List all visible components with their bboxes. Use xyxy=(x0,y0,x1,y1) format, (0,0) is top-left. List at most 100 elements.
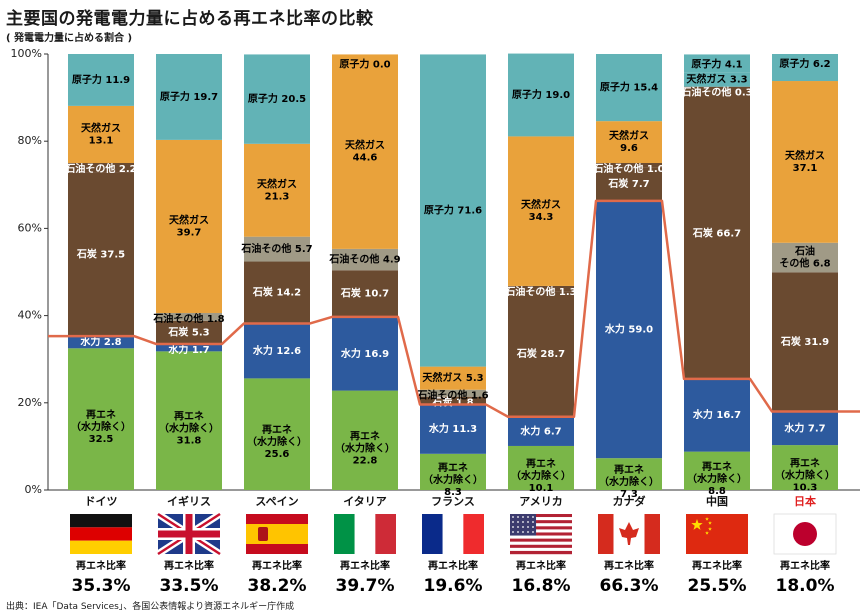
bar-segment-gas xyxy=(596,121,662,163)
bar-segment-nuclear xyxy=(68,54,134,106)
segment-label-hydro: 水力 12.6 xyxy=(252,344,301,357)
bar-segment-oil xyxy=(156,312,222,321)
y-tick-label: 100% xyxy=(11,47,42,60)
segment-label-renewable: 再エネ xyxy=(790,458,820,470)
segment-label-oil: 石油その他 5.7 xyxy=(240,242,312,255)
segment-label-renewable: 10.3 xyxy=(793,483,818,494)
segment-label-nuclear: 原子力 0.0 xyxy=(339,57,390,70)
y-tick-label: 40% xyxy=(18,309,42,322)
bar-segment-gas xyxy=(68,105,134,163)
bar-segment-coal xyxy=(244,261,310,324)
segment-label-renewable: （水力除く） xyxy=(775,469,835,482)
segment-label-hydro: 水力 7.7 xyxy=(783,421,825,434)
bar-group-1 xyxy=(156,54,222,490)
flag-france-icon xyxy=(422,514,484,554)
segment-label-hydro: 水力 2.8 xyxy=(79,335,121,348)
segment-label-coal: 石炭 10.7 xyxy=(340,287,389,300)
bar-segment-oil xyxy=(684,86,750,89)
segment-label-hydro: 水力 59.0 xyxy=(604,323,653,336)
bar-segment-gas xyxy=(772,81,838,243)
country-label: イタリア xyxy=(343,495,387,508)
bar-segment-renewable xyxy=(68,348,134,490)
flag-canada-icon xyxy=(598,514,660,554)
renewable-rate-value: 19.6% xyxy=(424,576,483,596)
bar-segment-coal xyxy=(596,167,662,201)
bar-segment-oil xyxy=(244,236,310,262)
segment-label-renewable: 8.3 xyxy=(444,487,462,498)
bar-group-8 xyxy=(772,54,838,490)
segment-label-hydro: 水力 11.3 xyxy=(428,422,477,435)
renewable-rate-value: 18.0% xyxy=(776,576,835,596)
segment-label-gas: 天然ガス xyxy=(345,139,385,152)
bar-segment-nuclear xyxy=(420,54,486,367)
bar-segment-coal xyxy=(508,291,574,417)
segment-label-renewable: （水力除く） xyxy=(159,422,219,435)
segment-label-renewable: （水力除く） xyxy=(511,469,571,482)
country-label: 中国 xyxy=(706,494,728,508)
renewable-rate-label: 再エネ比率 xyxy=(780,559,830,572)
segment-label-nuclear: 原子力 15.4 xyxy=(600,81,658,94)
segment-label-renewable: 10.1 xyxy=(529,483,554,494)
country-label: スペイン xyxy=(255,495,298,508)
segment-label-renewable: （水力除く） xyxy=(687,472,747,485)
segment-label-renewable: （水力除く） xyxy=(423,473,483,486)
segment-label-oil: 石油その他 4.9 xyxy=(328,253,400,266)
segment-label-coal: 石炭 37.5 xyxy=(76,247,125,260)
renewable-rate-value: 66.3% xyxy=(600,576,659,596)
segment-label-nuclear: 原子力 4.1 xyxy=(691,57,742,70)
y-tick-label: 60% xyxy=(18,221,42,234)
segment-label-oil: 石油その他 1.3 xyxy=(504,285,576,298)
bar-segment-gas xyxy=(420,366,486,390)
segment-label-coal: 石炭 14.2 xyxy=(252,285,301,298)
flag-usa-icon xyxy=(510,514,572,555)
bar-segment-coal xyxy=(68,172,134,337)
segment-label-oil: 石油その他 1.8 xyxy=(152,312,224,325)
bar-segment-nuclear xyxy=(508,53,574,137)
renewable-rate-label: 再エネ比率 xyxy=(252,559,302,572)
country-label: ドイツ xyxy=(85,495,118,508)
bar-segment-gas xyxy=(684,72,750,87)
bar-group-5 xyxy=(508,53,574,490)
bar-segment-renewable xyxy=(508,445,574,490)
country-label: アメリカ xyxy=(519,495,562,508)
segment-label-oil: 石油その他 0.3 xyxy=(680,86,752,99)
flag-china-icon xyxy=(686,514,748,554)
bar-segment-oil xyxy=(332,248,398,271)
renewable-rate-value: 38.2% xyxy=(248,576,307,596)
segment-label-oil: 石油その他 2.2 xyxy=(64,162,136,175)
segment-label-nuclear: 原子力 19.0 xyxy=(512,88,570,101)
segment-label-oil: 石油 xyxy=(794,245,815,258)
bar-group-7 xyxy=(684,54,750,490)
renewable-rate-value: 16.8% xyxy=(512,576,571,596)
segment-label-gas: 34.3 xyxy=(529,212,554,223)
segment-label-renewable: 再エネ xyxy=(702,461,732,473)
segment-label-gas: 39.7 xyxy=(177,227,202,238)
renewable-rate-value: 25.5% xyxy=(688,576,747,596)
segment-label-oil: その他 6.8 xyxy=(779,257,830,270)
y-tick-label: 80% xyxy=(18,134,42,147)
segment-label-hydro: 水力 16.9 xyxy=(340,347,389,360)
segment-label-gas: 天然ガス xyxy=(785,149,825,162)
bar-segment-hydro xyxy=(332,316,398,391)
bar-segment-renewable xyxy=(244,378,310,490)
bar-segment-renewable xyxy=(772,445,838,490)
country-label: カナダ xyxy=(613,494,646,508)
segment-label-gas: 天然ガス xyxy=(169,213,209,226)
segment-label-renewable: （水力除く） xyxy=(247,435,307,448)
bar-segment-hydro xyxy=(684,378,750,452)
segment-label-renewable: 31.8 xyxy=(177,436,202,447)
bar-segment-oil xyxy=(772,242,838,273)
bar-segment-renewable xyxy=(596,458,662,490)
bar-segment-gas xyxy=(508,136,574,286)
renewable-rate-label: 再エネ比率 xyxy=(516,559,566,572)
segment-label-renewable: （水力除く） xyxy=(599,475,659,488)
country-label: 日本 xyxy=(794,494,816,508)
bar-segment-renewable xyxy=(420,453,486,490)
segment-label-gas: 9.6 xyxy=(620,143,638,154)
chart-subtitle: ( 発電電力量に占める割合 ) xyxy=(6,33,133,44)
bar-segment-gas xyxy=(156,139,222,313)
segment-label-nuclear: 原子力 20.5 xyxy=(248,92,306,105)
segment-label-gas: 21.3 xyxy=(265,191,290,202)
bar-segment-hydro xyxy=(156,343,222,352)
